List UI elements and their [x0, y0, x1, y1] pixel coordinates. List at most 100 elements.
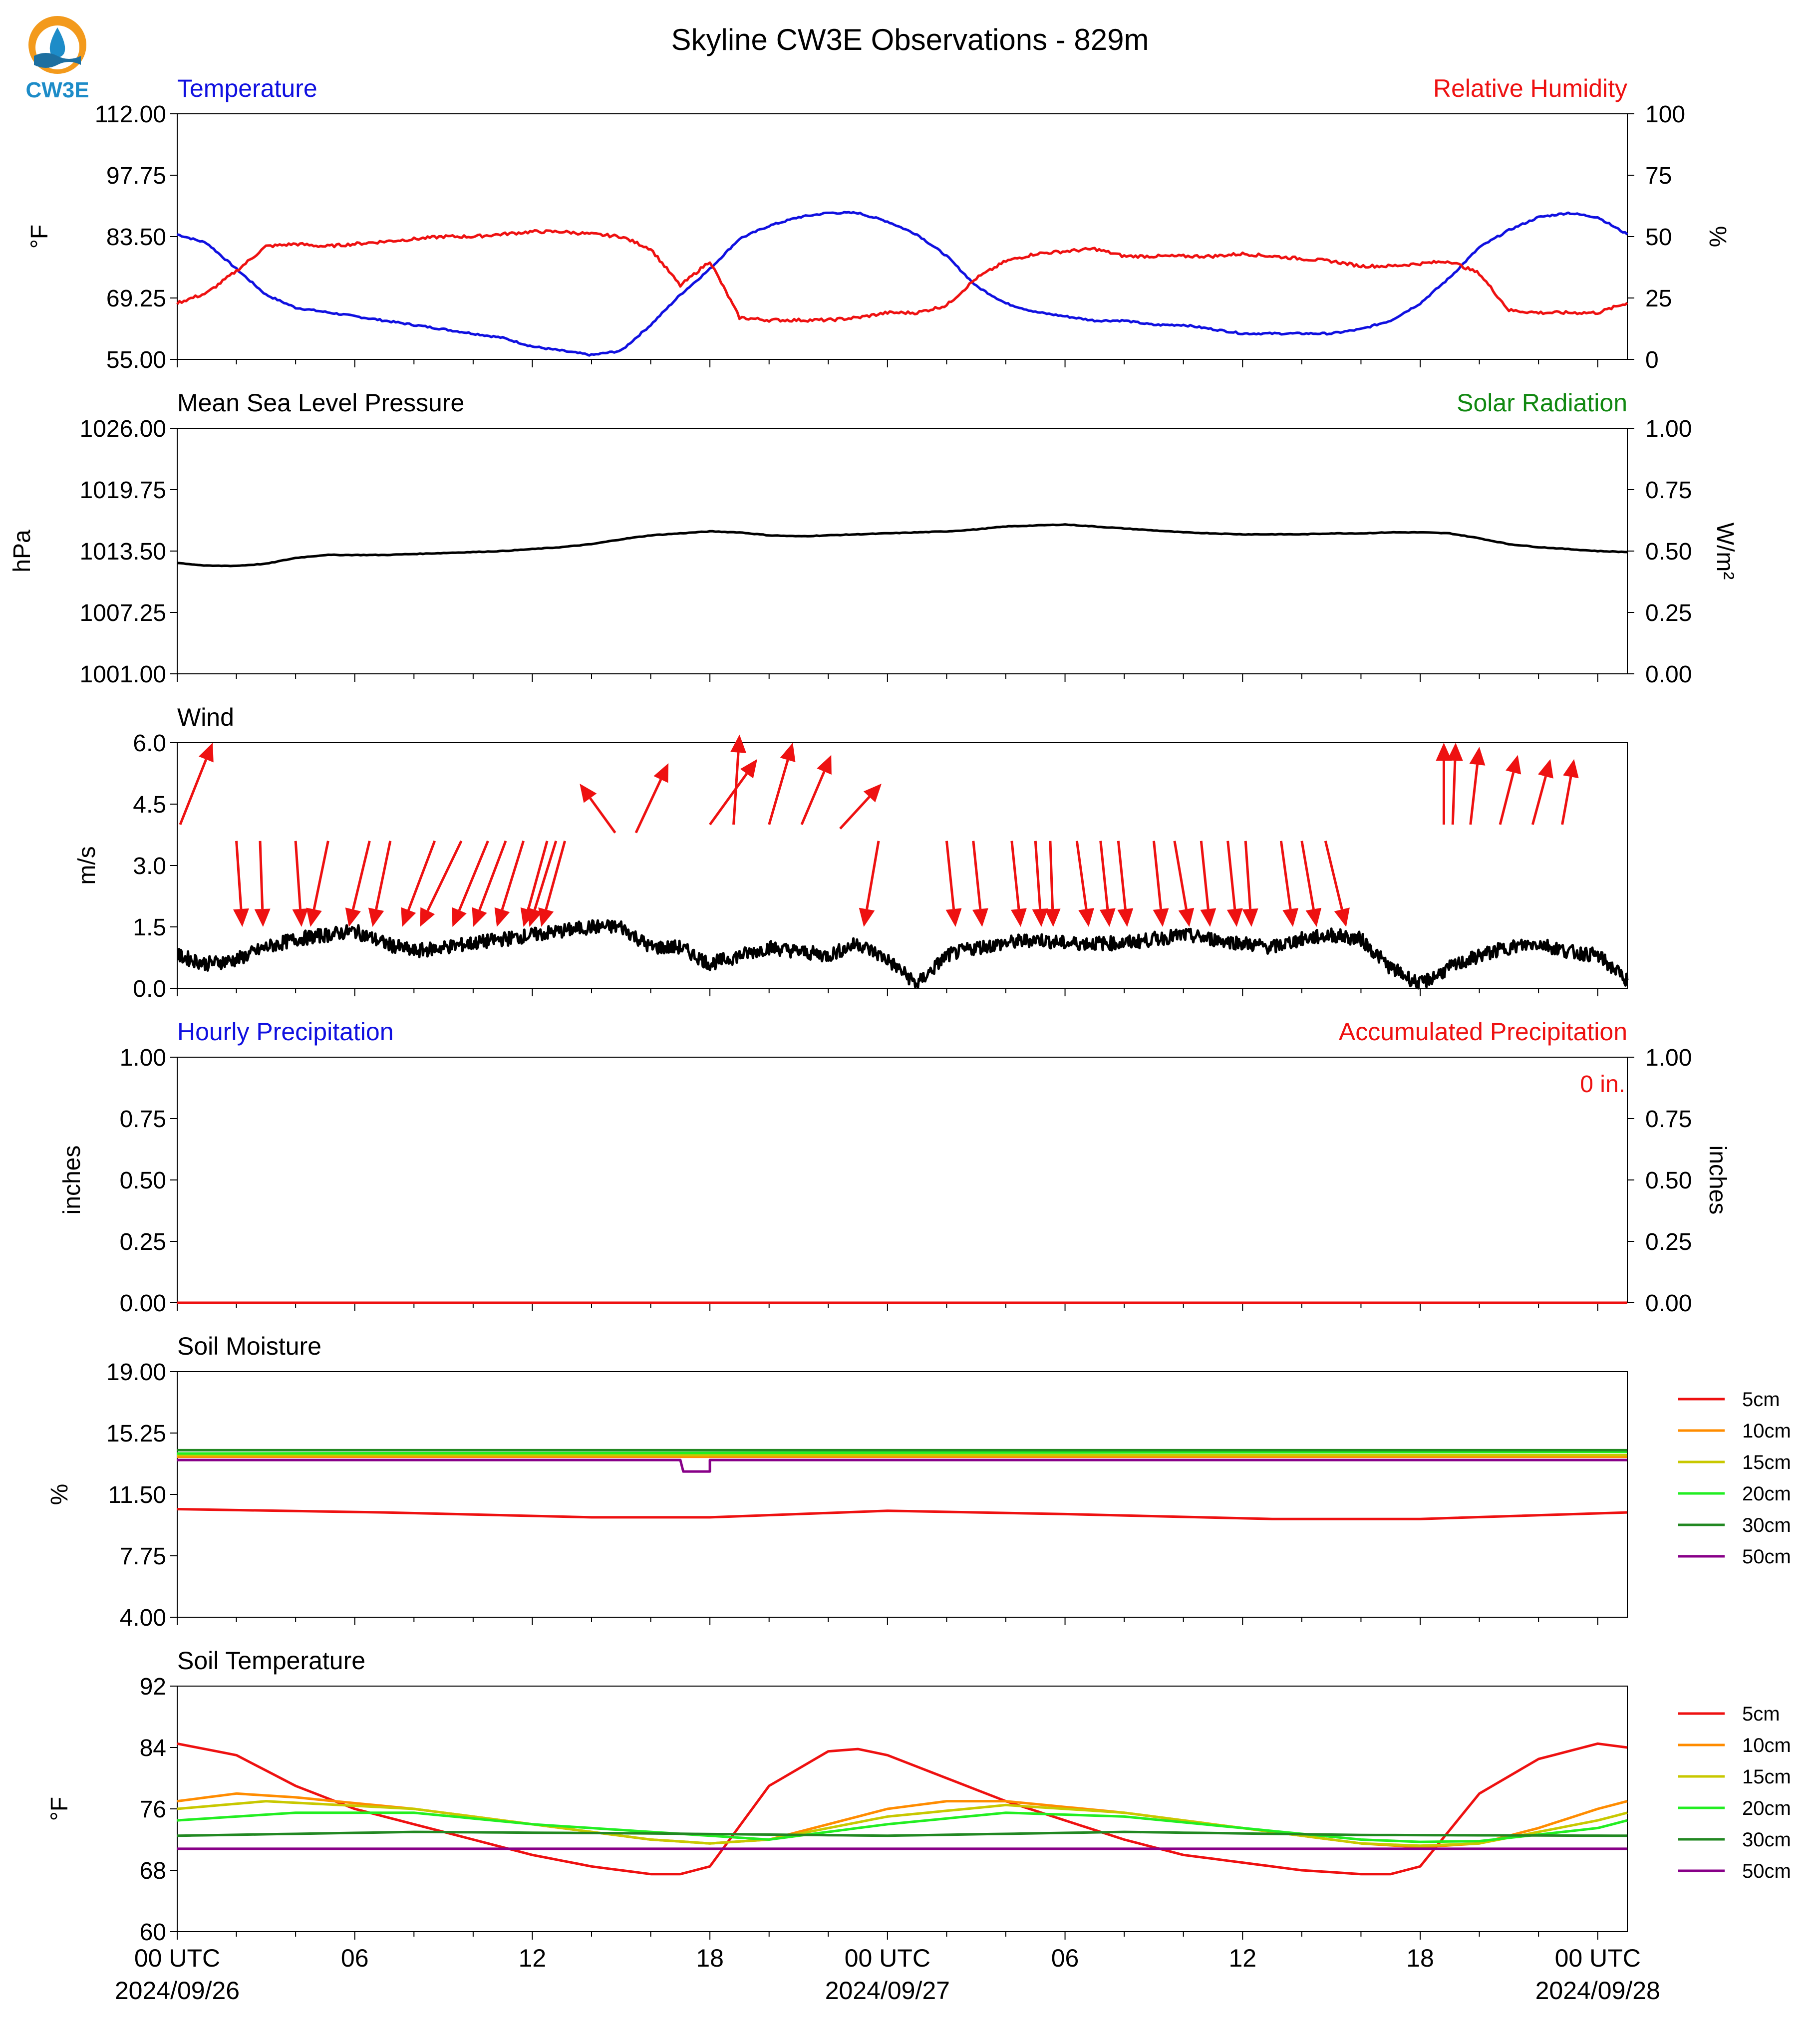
wind-arrow [375, 841, 392, 910]
wind-arrow-head [1117, 908, 1134, 927]
wind-arrow [839, 796, 871, 830]
x-tick-label: 12 [519, 1944, 547, 1972]
y-tick-label-right: 50 [1645, 224, 1672, 251]
wind-arrow [1561, 776, 1572, 825]
y-tick-label-right: 0.50 [1645, 1167, 1692, 1194]
wind-arrow [972, 841, 982, 909]
x-tick-label: 18 [696, 1944, 724, 1972]
logo-wave-icon [34, 53, 81, 68]
series-line-mean-sea-level-pressure [177, 523, 1628, 568]
wind-arrow [1279, 841, 1292, 909]
y-tick-label-right: 1.00 [1645, 416, 1692, 442]
wind-arrow [235, 841, 243, 909]
wind-arrow [1152, 841, 1163, 909]
wind-arrow [533, 841, 558, 910]
plot-frame [177, 1371, 1628, 1618]
wind-arrow-head [368, 907, 384, 927]
wind-arrow-head [1078, 908, 1094, 927]
panel-temperature-humidity: 55.00 69.25 83.50 97.75 112.00 0 25 50 75 100 Temp… [26, 74, 1731, 373]
y-tick-label-left: 68 [140, 1858, 166, 1884]
panel-title-left: Hourly Precipitation [177, 1018, 394, 1046]
wind-arrow [527, 841, 549, 910]
legend-label: 5cm [1742, 1389, 1780, 1411]
wind-arrow-head [1563, 759, 1579, 779]
wind-arrow-head [653, 763, 669, 783]
wind-arrow-head [538, 907, 554, 927]
y-tick-label-right: 1.00 [1645, 1045, 1692, 1071]
series-line-5cm [177, 1508, 1628, 1520]
panel-title-left: Soil Moisture [177, 1332, 321, 1360]
x-date-label: 2024/09/28 [1535, 1977, 1660, 2005]
y-axis-label-right: W/m² [1712, 523, 1738, 580]
y-tick-label-left: 0.0 [133, 976, 166, 1002]
wind-arrow [1034, 841, 1042, 909]
legend-label: 50cm [1742, 1860, 1791, 1882]
wind-arrow-head [345, 907, 361, 927]
y-tick-label-left: 1019.75 [79, 477, 166, 504]
x-axis-labels: 00 UTC 06 12 18 00 UTC 06 12 18 00 UTC 2024/09/26… [115, 1944, 1660, 2005]
wind-arrow-head [1436, 743, 1452, 761]
wind-arrow-head [580, 784, 597, 803]
wind-arrow [1300, 841, 1315, 909]
wind-arrow-head [972, 908, 988, 927]
wind-arrow [1200, 841, 1210, 909]
panel-pressure-solar: 1001.00 1007.25 1013.50 1019.75 1026.00 0.00 0… [9, 389, 1738, 688]
wind-arrow-head [420, 907, 435, 927]
wind-arrow [589, 797, 616, 834]
wind-arrow-head [1200, 908, 1216, 927]
y-tick-label-right: 0.75 [1645, 1106, 1692, 1133]
wind-arrow [259, 841, 264, 909]
plot-frame [177, 428, 1628, 674]
wind-arrow [426, 840, 463, 911]
wind-arrow-head [1099, 908, 1116, 927]
panel-soil-temperature: 60 68 76 84 92 Soil Temperature °F 5cm 10cm 15cm 2… [46, 1647, 1791, 1946]
panel-title-right: Solar Radiation [1457, 389, 1627, 417]
y-tick-label-right: 25 [1645, 286, 1672, 312]
x-tick-label: 12 [1228, 1944, 1256, 1972]
wind-arrow-head [527, 907, 543, 927]
wind-arrow-head [859, 907, 875, 927]
wind-arrow [478, 840, 507, 911]
wind-arrow [709, 773, 748, 826]
legend-label: 20cm [1742, 1483, 1791, 1505]
legend-label: 50cm [1742, 1546, 1791, 1568]
y-tick-label-right: 0.25 [1645, 600, 1692, 626]
y-axis-label-right: inches [1704, 1146, 1731, 1215]
series-line-wind [177, 919, 1629, 990]
series-line-20cm [177, 1450, 1628, 1455]
wind-arrow [351, 841, 371, 910]
wind-arrow-head [1447, 743, 1463, 761]
y-tick-label-right: 0.00 [1645, 1290, 1692, 1317]
panel-title-left: Mean Sea Level Pressure [177, 389, 464, 417]
x-tick-label: 00 UTC [1555, 1944, 1641, 1972]
wind-arrow-head [494, 907, 510, 927]
wind-arrow [1226, 841, 1236, 909]
legend-label: 30cm [1742, 1514, 1791, 1536]
series-line-50cm [177, 1458, 1627, 1473]
wind-arrow-head [945, 908, 962, 927]
wind-arrow [1531, 776, 1547, 825]
y-tick-label-left: 1013.50 [79, 539, 166, 565]
wind-arrow [866, 841, 880, 909]
x-date-label: 2024/09/27 [825, 1977, 950, 2005]
accumulated-total-label: 0 in. [1580, 1071, 1625, 1098]
wind-arrow [945, 841, 955, 909]
y-tick-label-left: 1026.00 [79, 416, 166, 442]
wind-arrow-head [292, 908, 308, 927]
panel-wind: 0.0 1.5 3.0 4.5 6.0 Wind m/s [74, 703, 1629, 1002]
wind-arrow-head [740, 759, 757, 779]
x-tick-label: 06 [341, 1944, 369, 1972]
y-tick-label-left: 1001.00 [79, 661, 166, 688]
wind-arrow-head [1469, 747, 1486, 766]
wind-arrow-head [1226, 908, 1243, 927]
wind-arrow-head [780, 743, 796, 763]
wind-arrow-head [1032, 908, 1048, 927]
wind-arrow [407, 840, 436, 911]
y-axis-label-left: m/s [74, 846, 100, 884]
wind-arrow-head [1178, 907, 1195, 927]
panel-soil-moisture: 4.00 7.75 11.50 15.25 19.00 Soil Moisture% 5cm… [46, 1332, 1791, 1631]
y-tick-label-left: 0.50 [120, 1167, 166, 1194]
y-tick-label-left: 19.00 [106, 1359, 166, 1386]
wind-arrow-head [1011, 908, 1027, 927]
